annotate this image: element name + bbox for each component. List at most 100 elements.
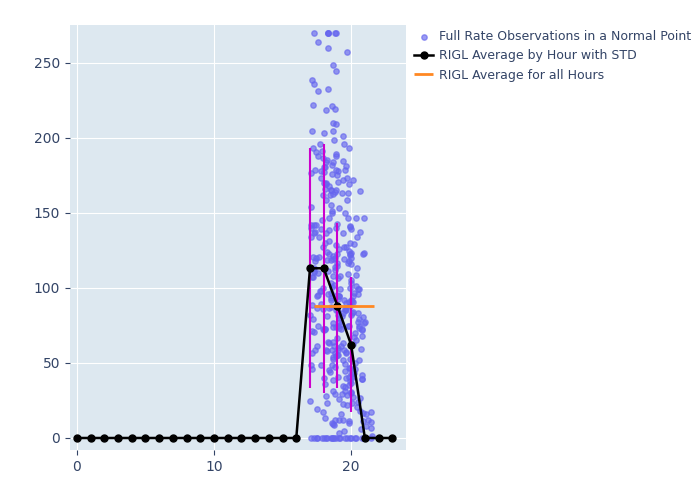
Full Rate Observations in a Normal Point xyxy=(314,252,325,260)
Full Rate Observations in a Normal Point xyxy=(345,226,356,234)
Full Rate Observations in a Normal Point xyxy=(332,178,343,186)
Full Rate Observations in a Normal Point xyxy=(319,163,330,171)
Full Rate Observations in a Normal Point xyxy=(345,248,356,256)
Full Rate Observations in a Normal Point xyxy=(339,388,350,396)
Full Rate Observations in a Normal Point xyxy=(339,242,350,250)
Full Rate Observations in a Normal Point xyxy=(326,303,337,311)
RIGL Average by Hour with STD xyxy=(265,435,273,441)
Full Rate Observations in a Normal Point xyxy=(351,233,362,241)
Full Rate Observations in a Normal Point xyxy=(316,216,328,224)
RIGL Average by Hour with STD xyxy=(183,435,191,441)
Full Rate Observations in a Normal Point xyxy=(325,186,336,194)
Full Rate Observations in a Normal Point xyxy=(346,280,357,287)
Full Rate Observations in a Normal Point xyxy=(331,334,342,342)
Full Rate Observations in a Normal Point xyxy=(343,418,354,426)
Full Rate Observations in a Normal Point xyxy=(337,309,348,317)
Full Rate Observations in a Normal Point xyxy=(351,264,363,272)
Full Rate Observations in a Normal Point xyxy=(360,410,371,418)
Full Rate Observations in a Normal Point xyxy=(321,230,332,237)
Full Rate Observations in a Normal Point xyxy=(342,189,354,197)
Full Rate Observations in a Normal Point xyxy=(332,250,343,258)
Full Rate Observations in a Normal Point xyxy=(323,84,334,92)
Full Rate Observations in a Normal Point xyxy=(318,306,329,314)
Full Rate Observations in a Normal Point xyxy=(305,170,316,177)
Full Rate Observations in a Normal Point xyxy=(338,339,349,347)
Full Rate Observations in a Normal Point xyxy=(358,250,369,258)
Full Rate Observations in a Normal Point xyxy=(322,347,333,355)
Full Rate Observations in a Normal Point xyxy=(342,214,354,222)
Full Rate Observations in a Normal Point xyxy=(345,388,356,396)
Full Rate Observations in a Normal Point xyxy=(327,434,338,442)
Full Rate Observations in a Normal Point xyxy=(332,373,344,381)
Full Rate Observations in a Normal Point xyxy=(332,346,344,354)
Full Rate Observations in a Normal Point xyxy=(344,434,356,442)
Full Rate Observations in a Normal Point xyxy=(338,346,349,354)
Full Rate Observations in a Normal Point xyxy=(318,408,329,416)
Full Rate Observations in a Normal Point xyxy=(326,296,337,304)
Full Rate Observations in a Normal Point xyxy=(357,326,368,334)
Full Rate Observations in a Normal Point xyxy=(356,332,368,340)
RIGL Average by Hour with STD xyxy=(306,266,314,272)
Full Rate Observations in a Normal Point xyxy=(326,162,337,170)
Full Rate Observations in a Normal Point xyxy=(329,136,340,143)
Full Rate Observations in a Normal Point xyxy=(347,176,358,184)
Full Rate Observations in a Normal Point xyxy=(348,292,359,300)
Full Rate Observations in a Normal Point xyxy=(330,224,342,232)
Full Rate Observations in a Normal Point xyxy=(330,150,342,158)
RIGL Average by Hour with STD xyxy=(86,435,94,441)
Full Rate Observations in a Normal Point xyxy=(326,209,337,217)
Full Rate Observations in a Normal Point xyxy=(327,354,338,362)
Full Rate Observations in a Normal Point xyxy=(322,267,333,275)
Full Rate Observations in a Normal Point xyxy=(328,420,339,428)
Full Rate Observations in a Normal Point xyxy=(319,240,330,248)
RIGL Average by Hour with STD xyxy=(196,435,204,441)
Full Rate Observations in a Normal Point xyxy=(365,408,377,416)
Full Rate Observations in a Normal Point xyxy=(333,324,344,332)
Full Rate Observations in a Normal Point xyxy=(326,202,337,209)
Full Rate Observations in a Normal Point xyxy=(341,434,352,442)
RIGL Average by Hour with STD xyxy=(237,435,246,441)
Full Rate Observations in a Normal Point xyxy=(340,434,351,442)
Full Rate Observations in a Normal Point xyxy=(342,48,353,56)
Full Rate Observations in a Normal Point xyxy=(341,306,352,314)
Full Rate Observations in a Normal Point xyxy=(332,307,344,315)
Full Rate Observations in a Normal Point xyxy=(344,246,355,254)
Full Rate Observations in a Normal Point xyxy=(354,285,365,293)
Full Rate Observations in a Normal Point xyxy=(338,296,349,304)
Full Rate Observations in a Normal Point xyxy=(359,318,370,326)
Full Rate Observations in a Normal Point xyxy=(316,225,327,233)
Full Rate Observations in a Normal Point xyxy=(310,221,321,229)
Full Rate Observations in a Normal Point xyxy=(328,356,339,364)
Full Rate Observations in a Normal Point xyxy=(305,224,316,232)
Full Rate Observations in a Normal Point xyxy=(345,251,356,259)
Full Rate Observations in a Normal Point xyxy=(330,241,342,249)
Full Rate Observations in a Normal Point xyxy=(318,374,329,382)
Full Rate Observations in a Normal Point xyxy=(333,394,344,402)
Full Rate Observations in a Normal Point xyxy=(333,245,344,253)
Full Rate Observations in a Normal Point xyxy=(344,373,355,381)
Full Rate Observations in a Normal Point xyxy=(319,325,330,333)
Full Rate Observations in a Normal Point xyxy=(328,342,339,350)
Full Rate Observations in a Normal Point xyxy=(314,233,325,241)
Full Rate Observations in a Normal Point xyxy=(357,417,368,425)
Full Rate Observations in a Normal Point xyxy=(331,220,342,228)
Full Rate Observations in a Normal Point xyxy=(354,188,365,196)
Full Rate Observations in a Normal Point xyxy=(345,434,356,442)
Full Rate Observations in a Normal Point xyxy=(323,238,335,246)
Full Rate Observations in a Normal Point xyxy=(321,106,332,114)
Full Rate Observations in a Normal Point xyxy=(334,292,345,300)
Full Rate Observations in a Normal Point xyxy=(313,322,324,330)
Full Rate Observations in a Normal Point xyxy=(340,306,351,314)
Full Rate Observations in a Normal Point xyxy=(321,158,332,166)
Full Rate Observations in a Normal Point xyxy=(307,144,318,152)
Full Rate Observations in a Normal Point xyxy=(355,394,366,402)
Full Rate Observations in a Normal Point xyxy=(330,324,342,332)
Full Rate Observations in a Normal Point xyxy=(349,369,360,377)
Full Rate Observations in a Normal Point xyxy=(317,191,328,199)
Full Rate Observations in a Normal Point xyxy=(326,294,337,302)
Full Rate Observations in a Normal Point xyxy=(353,285,364,293)
Full Rate Observations in a Normal Point xyxy=(323,182,335,190)
Full Rate Observations in a Normal Point xyxy=(315,360,326,368)
Full Rate Observations in a Normal Point xyxy=(330,28,342,36)
Full Rate Observations in a Normal Point xyxy=(327,418,338,426)
